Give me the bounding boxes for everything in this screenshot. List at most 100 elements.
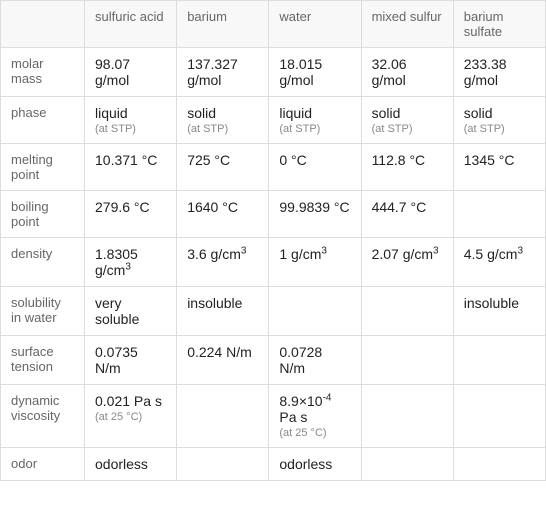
cell-value: solid [372, 105, 401, 121]
cell: 279.6 °C [85, 191, 177, 238]
table-row: dynamic viscosity0.021 Pa s(at 25 °C)8.9… [1, 385, 546, 448]
cell-value: insoluble [187, 295, 242, 311]
cell: solid (at STP) [361, 97, 453, 144]
cell: 10.371 °C [85, 144, 177, 191]
cell [361, 385, 453, 448]
cell: 0.0735 N/m [85, 336, 177, 385]
cell [269, 287, 361, 336]
cell-value: 18.015 g/mol [279, 56, 322, 88]
cell-value: 1640 °C [187, 199, 238, 215]
column-header: barium sulfate [453, 1, 545, 48]
cell: odorless [85, 448, 177, 481]
cell: 0.0728 N/m [269, 336, 361, 385]
cell: insoluble [177, 287, 269, 336]
column-header: barium [177, 1, 269, 48]
cell: liquid(at STP) [269, 97, 361, 144]
superscript: 3 [321, 245, 327, 256]
row-label: surface tension [1, 336, 85, 385]
cell: 1640 °C [177, 191, 269, 238]
header-empty [1, 1, 85, 48]
cell: 99.9839 °C [269, 191, 361, 238]
cell-value: 3.6 g/cm3 [187, 246, 246, 262]
column-header: mixed sulfur [361, 1, 453, 48]
superscript: 3 [125, 261, 131, 272]
column-header: water [269, 1, 361, 48]
cell [177, 385, 269, 448]
cell-value: odorless [279, 456, 332, 472]
table-row: odor odorless odorless [1, 448, 546, 481]
cell: insoluble [453, 287, 545, 336]
cell: solid(at STP) [177, 97, 269, 144]
cell: 2.07 g/cm3 [361, 238, 453, 287]
cell: 725 °C [177, 144, 269, 191]
cell-value: odorless [95, 456, 148, 472]
row-label: phase [1, 97, 85, 144]
cell-subtext: (at STP) [372, 123, 443, 135]
cell: 8.9×10-4 Pa s (at 25 °C) [269, 385, 361, 448]
table-row: density1.8305 g/cm33.6 g/cm31 g/cm32.07 … [1, 238, 546, 287]
cell: 32.06 g/mol [361, 48, 453, 97]
cell-value: 99.9839 °C [279, 199, 349, 215]
cell-value: 1345 °C [464, 152, 515, 168]
table-row: phaseliquid(at STP)solid(at STP)liquid(a… [1, 97, 546, 144]
cell-value: 112.8 °C [372, 152, 426, 168]
cell: 0.021 Pa s (at 25 °C) [85, 385, 177, 448]
cell: 98.07 g/mol [85, 48, 177, 97]
table-row: boiling point279.6 °C1640 °C99.9839 °C44… [1, 191, 546, 238]
column-header: sulfuric acid [85, 1, 177, 48]
cell [453, 191, 545, 238]
row-label: boiling point [1, 191, 85, 238]
cell-value: 279.6 °C [95, 199, 150, 215]
table-row: molar mass 98.07 g/mol 137.327 g/mol 18.015… [1, 48, 546, 97]
cell-value: solid [464, 105, 493, 121]
cell-value: 0 °C [279, 152, 306, 168]
cell [453, 385, 545, 448]
cell [361, 336, 453, 385]
cell-subtext: (at 25 °C) [95, 411, 166, 423]
cell-subtext: (at 25 °C) [279, 427, 350, 439]
superscript: 3 [517, 245, 523, 256]
cell: very soluble [85, 287, 177, 336]
cell: 1345 °C [453, 144, 545, 191]
cell: 1 g/cm3 [269, 238, 361, 287]
row-label: odor [1, 448, 85, 481]
cell-value: 32.06 g/mol [372, 56, 407, 88]
cell-value: 98.07 g/mol [95, 56, 130, 88]
cell-value: 1 g/cm3 [279, 246, 327, 262]
cell: 3.6 g/cm3 [177, 238, 269, 287]
table-row: melting point10.371 °C725 °C0 °C112.8 °C… [1, 144, 546, 191]
cell-value: 1.8305 g/cm3 [95, 246, 138, 278]
cell-value: very soluble [95, 295, 139, 327]
cell-subtext: (at STP) [279, 123, 350, 135]
cell: 4.5 g/cm3 [453, 238, 545, 287]
cell-value: 0.0728 N/m [279, 344, 322, 376]
cell-value: 2.07 g/cm3 [372, 246, 439, 262]
cell-value: 233.38 g/mol [464, 56, 507, 88]
cell: odorless [269, 448, 361, 481]
superscript: 3 [241, 245, 247, 256]
properties-table: sulfuric acid barium water mixed sulfur … [0, 0, 546, 481]
cell-value: 0.0735 N/m [95, 344, 138, 376]
row-label: molar mass [1, 48, 85, 97]
cell-value: 137.327 g/mol [187, 56, 238, 88]
cell-value: 8.9×10-4 Pa s [279, 393, 331, 425]
cell-value: liquid [95, 105, 128, 121]
cell-value: 0.224 N/m [187, 344, 252, 360]
cell: 1.8305 g/cm3 [85, 238, 177, 287]
cell: solid(at STP) [453, 97, 545, 144]
header-row: sulfuric acid barium water mixed sulfur … [1, 1, 546, 48]
cell [177, 448, 269, 481]
cell-value: 4.5 g/cm3 [464, 246, 523, 262]
row-label: dynamic viscosity [1, 385, 85, 448]
cell: 18.015 g/mol [269, 48, 361, 97]
cell-subtext: (at STP) [187, 123, 258, 135]
cell: 137.327 g/mol [177, 48, 269, 97]
cell-subtext: (at STP) [95, 123, 166, 135]
cell: 0 °C [269, 144, 361, 191]
cell: 233.38 g/mol [453, 48, 545, 97]
table-body: molar mass 98.07 g/mol 137.327 g/mol 18.015… [1, 48, 546, 481]
cell [453, 448, 545, 481]
cell-value: 0.021 Pa s [95, 393, 162, 409]
table-row: surface tension 0.0735 N/m 0.224 N/m 0.0728… [1, 336, 546, 385]
cell [453, 336, 545, 385]
